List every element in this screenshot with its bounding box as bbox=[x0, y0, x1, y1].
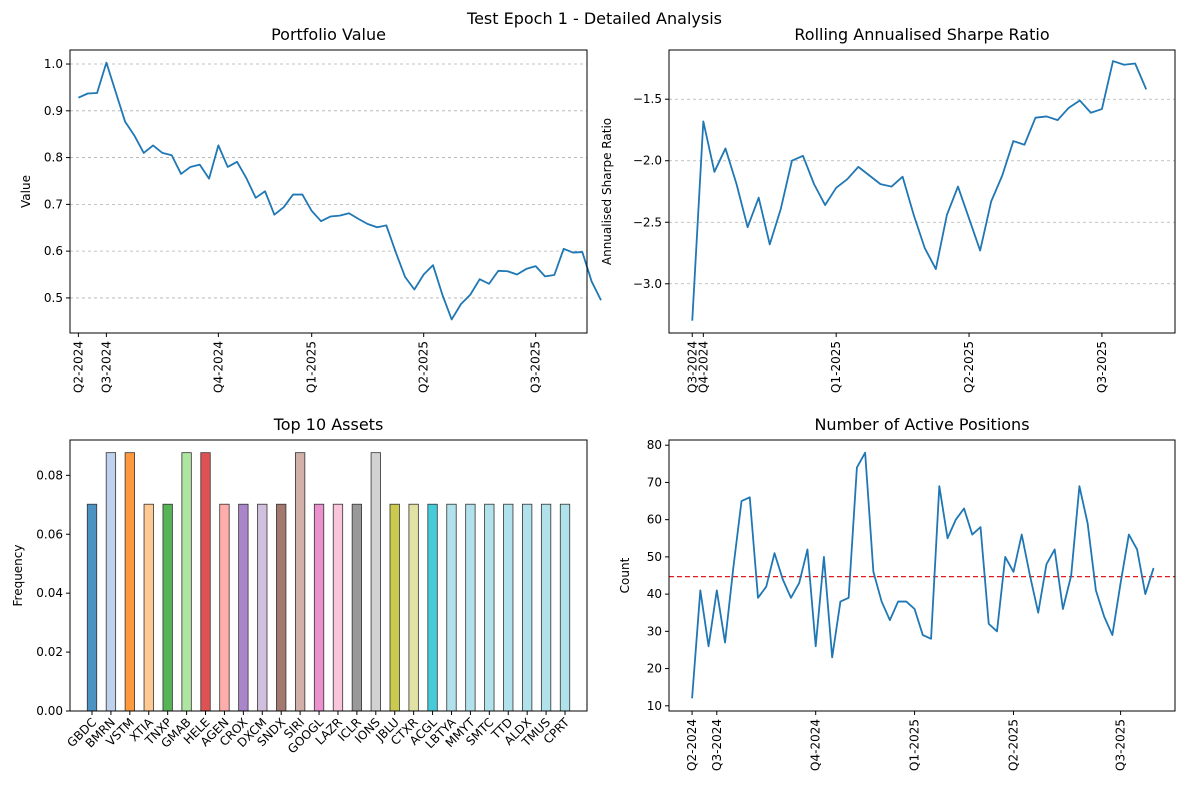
chart-assets: Top 10 Assets 0.00 0.02 0.04 0.06 0.08 Frequen… bbox=[11, 415, 588, 756]
y-tick-label: 50 bbox=[647, 550, 662, 564]
bar-vstm bbox=[124, 452, 135, 712]
y-tick-label: 0.7 bbox=[44, 197, 63, 211]
y-tick-label: −1.5 bbox=[633, 92, 662, 106]
y-tick-label: 1.0 bbox=[44, 57, 63, 71]
y-tick-label: 0.06 bbox=[36, 527, 63, 541]
y-axis-label: Value bbox=[19, 175, 33, 208]
bar-acgl bbox=[427, 503, 438, 712]
x-tick-label: Q4-2024 bbox=[696, 341, 710, 393]
y-axis-label: Count bbox=[618, 557, 632, 593]
x-tick-label: Q3-2025 bbox=[529, 341, 543, 393]
y-tick-label: 10 bbox=[647, 699, 662, 713]
chart-title: Portfolio Value bbox=[271, 25, 386, 44]
chart-positions: Number of Active Positions 10 20 30 40 50 60 70… bbox=[618, 415, 1176, 771]
bar-crox bbox=[238, 503, 249, 712]
x-tick-label: Q2-2024 bbox=[71, 341, 85, 393]
x-tick-label: Q2-2025 bbox=[962, 341, 976, 393]
y-tick-label: 0.00 bbox=[36, 704, 63, 718]
y-tick-label: 0.04 bbox=[36, 586, 63, 600]
bar-aldx bbox=[522, 503, 533, 712]
chart-sharpe: Rolling Annualised Sharpe Ratio −3.0 −2.5 −… bbox=[600, 25, 1176, 393]
y-tick-label: −2.5 bbox=[633, 215, 662, 229]
x-tick-label: Q4-2024 bbox=[809, 719, 823, 771]
x-tick-label: Q1-2025 bbox=[305, 341, 319, 393]
bar-sndx bbox=[276, 503, 287, 712]
y-axis-label: Frequency bbox=[11, 545, 25, 607]
y-tick-label: −2.0 bbox=[633, 154, 662, 168]
x-tick-label: Q3-2024 bbox=[685, 341, 699, 393]
chart-portfolio: Portfolio Value 0.5 0.6 0.7 0.8 0.9 1.0 Value Q2… bbox=[19, 25, 602, 393]
bar-bmrn bbox=[105, 452, 117, 712]
y-tick-label: 0.08 bbox=[36, 468, 63, 482]
bar-jblu bbox=[389, 503, 400, 712]
y-tick-label: 0.6 bbox=[44, 244, 63, 258]
figure-suptitle: Test Epoch 1 - Detailed Analysis bbox=[466, 9, 722, 28]
y-axis-label: Annualised Sharpe Ratio bbox=[600, 118, 614, 265]
bar-lbtya bbox=[446, 503, 457, 712]
x-tick-label: Q2-2024 bbox=[685, 719, 699, 771]
y-tick-label: 0.8 bbox=[44, 151, 63, 165]
chart-title: Top 10 Assets bbox=[273, 415, 384, 434]
x-tick-label: Q2-2025 bbox=[1006, 719, 1020, 771]
bar-googl bbox=[313, 503, 325, 712]
bar-gmab bbox=[181, 452, 192, 712]
y-tick-label: 80 bbox=[647, 438, 662, 452]
bar-ctxr bbox=[408, 503, 419, 712]
bar-mmyt bbox=[465, 503, 476, 712]
series-line bbox=[691, 451, 1155, 699]
y-tick-label: −3.0 bbox=[633, 277, 662, 291]
series-line bbox=[691, 60, 1148, 321]
y-tick-label: 0.9 bbox=[44, 104, 63, 118]
bar-xtia bbox=[143, 503, 154, 712]
bar-smtc bbox=[484, 503, 495, 712]
charts-container: Portfolio Value 0.5 0.6 0.7 0.8 0.9 1.0 Value Q2… bbox=[11, 25, 1176, 771]
y-tick-label: 0.02 bbox=[36, 645, 63, 659]
x-tick-label: Q3-2025 bbox=[1095, 341, 1109, 393]
x-tick-label: Q4-2024 bbox=[211, 341, 225, 393]
y-tick-label: 70 bbox=[647, 475, 662, 489]
bar-agen bbox=[219, 503, 230, 712]
bar-siri bbox=[294, 452, 306, 712]
y-tick-label: 30 bbox=[647, 624, 662, 638]
x-tick-label: Q1-2025 bbox=[829, 341, 843, 393]
plot-frame bbox=[668, 439, 1176, 712]
x-tick-label: Q1-2025 bbox=[908, 719, 922, 771]
bar-ions bbox=[370, 452, 381, 712]
chart-title: Number of Active Positions bbox=[814, 415, 1029, 434]
bar-tnxp bbox=[162, 503, 173, 712]
series-line bbox=[78, 61, 602, 321]
chart-title: Rolling Annualised Sharpe Ratio bbox=[794, 25, 1049, 44]
x-tick-label: Q3-2024 bbox=[710, 719, 724, 771]
plot-frame bbox=[668, 49, 1176, 334]
bar-tmus bbox=[540, 503, 552, 712]
x-tick-label: Q2-2025 bbox=[417, 341, 431, 393]
bar-gbdc bbox=[86, 503, 98, 712]
bar-cprt bbox=[559, 503, 571, 712]
bar-ttd bbox=[503, 503, 514, 712]
y-tick-label: 0.5 bbox=[44, 291, 63, 305]
y-tick-label: 60 bbox=[647, 513, 662, 527]
x-tick-label: Q3-2024 bbox=[99, 341, 113, 393]
bar-hele bbox=[200, 452, 211, 712]
x-tick-label: Q3-2025 bbox=[1114, 719, 1128, 771]
plot-frame bbox=[69, 49, 588, 334]
y-tick-label: 40 bbox=[647, 587, 662, 601]
bar-dxcm bbox=[257, 503, 268, 712]
plot-frame bbox=[69, 439, 588, 712]
bar-iclr bbox=[351, 503, 363, 712]
y-tick-label: 20 bbox=[647, 662, 662, 676]
bar-lazr bbox=[332, 503, 344, 712]
